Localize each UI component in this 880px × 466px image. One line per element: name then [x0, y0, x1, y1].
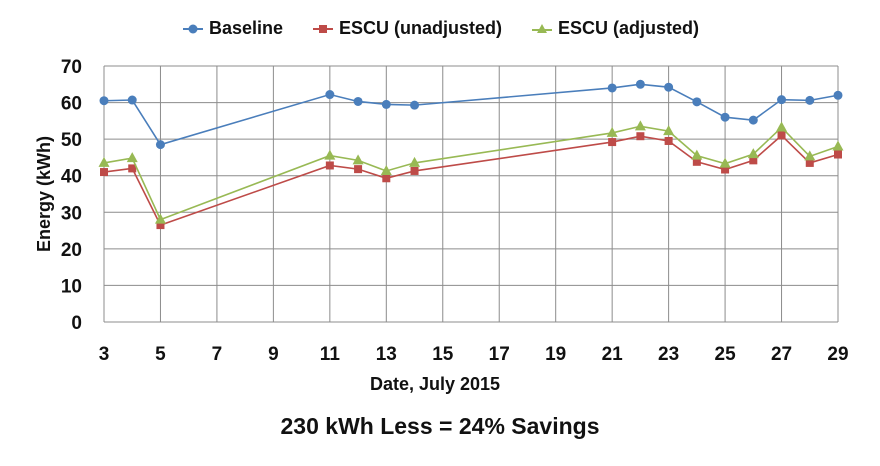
data-point — [324, 149, 336, 160]
series-baseline — [99, 79, 843, 150]
data-point — [155, 140, 165, 150]
data-point — [805, 158, 814, 167]
data-point — [748, 115, 758, 125]
data-point — [352, 154, 364, 165]
legend-item-adjusted: ESCU (adjusted) — [530, 18, 699, 39]
series-line — [103, 125, 839, 221]
x-tick-label: 13 — [376, 344, 397, 365]
data-point — [663, 125, 675, 136]
data-point — [832, 140, 844, 151]
series-escu-unadjusted — [100, 131, 842, 230]
data-point — [777, 131, 786, 140]
y-tick-label: 10 — [61, 276, 82, 297]
data-point — [606, 126, 618, 137]
data-point — [664, 136, 673, 145]
data-point — [804, 150, 816, 161]
legend-item-unadjusted: ESCU (unadjusted) — [311, 18, 502, 39]
x-tick-label: 7 — [212, 344, 223, 365]
y-tick-label: 40 — [61, 167, 82, 188]
data-point — [380, 164, 392, 175]
x-axis-label: Date, July 2015 — [370, 374, 500, 394]
circle-marker-icon — [182, 24, 203, 33]
x-tick-labels: 3 5 7 9 11 13 15 17 19 21 23 25 27 29 — [99, 344, 849, 365]
data-point — [608, 138, 617, 147]
data-point — [353, 96, 363, 106]
x-tick-label: 5 — [155, 344, 166, 365]
data-point — [834, 150, 842, 159]
data-point — [99, 96, 109, 106]
data-point — [747, 148, 759, 159]
x-tick-label: 23 — [658, 344, 679, 365]
data-point — [325, 161, 334, 170]
grid — [103, 65, 839, 323]
x-tick-label: 3 — [99, 344, 110, 365]
data-point — [692, 157, 701, 166]
data-point — [833, 90, 843, 100]
y-tick-label: 50 — [61, 130, 82, 151]
data-point — [127, 95, 137, 105]
data-point — [382, 174, 391, 183]
triangle-marker-icon — [532, 23, 553, 33]
y-tick-labels: 0 10 20 30 40 50 60 70 — [61, 57, 82, 334]
y-tick-label: 20 — [61, 240, 82, 261]
data-point — [100, 168, 108, 177]
legend-item-baseline: Baseline — [181, 18, 283, 39]
data-point — [805, 95, 815, 105]
data-point — [126, 152, 138, 163]
series-group — [98, 79, 844, 230]
series-escu-adjusted — [98, 120, 844, 224]
data-point — [720, 112, 730, 122]
data-point — [354, 165, 363, 174]
y-axis-label: Energy (kWh) — [34, 136, 54, 252]
x-tick-label: 21 — [602, 344, 624, 365]
data-point — [691, 149, 703, 160]
data-point — [664, 82, 674, 92]
data-point — [749, 156, 758, 165]
legend-label: Baseline — [208, 18, 283, 38]
data-point — [409, 156, 421, 167]
data-point — [410, 166, 419, 175]
x-tick-label: 27 — [771, 344, 792, 365]
data-point — [156, 221, 165, 230]
data-point — [98, 156, 110, 167]
x-tick-label: 29 — [827, 344, 848, 365]
x-tick-label: 11 — [320, 344, 341, 365]
legend-label: ESCU (unadjusted) — [339, 18, 503, 38]
y-tick-label: 0 — [71, 313, 82, 334]
x-tick-label: 17 — [489, 344, 510, 365]
y-tick-label: 30 — [61, 203, 82, 224]
data-point — [634, 120, 646, 131]
data-point — [154, 213, 166, 224]
x-tick-label: 9 — [268, 344, 279, 365]
data-point — [777, 95, 787, 105]
x-tick-label: 19 — [545, 344, 566, 365]
x-tick-label: 15 — [432, 344, 454, 365]
data-point — [607, 83, 617, 93]
series-line — [103, 83, 839, 146]
y-tick-label: 60 — [61, 94, 82, 115]
data-point — [410, 100, 420, 110]
data-point — [636, 132, 645, 141]
data-point — [128, 164, 137, 173]
legend: Baseline ESCU (unadjusted) ESCU (adjuste… — [0, 18, 880, 39]
square-marker-icon — [313, 24, 333, 33]
data-point — [721, 165, 730, 174]
data-point — [635, 79, 645, 89]
y-tick-label: 70 — [61, 57, 82, 78]
x-tick-label: 25 — [715, 344, 737, 365]
data-point — [325, 90, 335, 100]
data-point — [719, 157, 731, 168]
legend-label: ESCU (adjusted) — [558, 18, 700, 38]
savings-annotation: 230 kWh Less = 24% Savings — [280, 413, 600, 439]
data-point — [776, 121, 788, 132]
series-line — [103, 134, 839, 227]
data-point — [381, 99, 391, 109]
data-point — [692, 97, 702, 107]
